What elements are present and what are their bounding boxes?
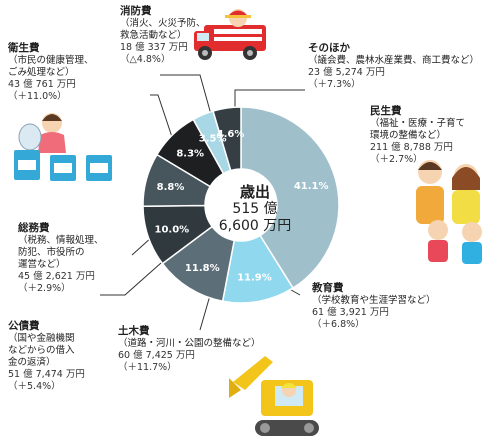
slice-percent-label: 11.8% [185,263,220,274]
chart-center: 歳出 515 億 6,600 万円 [205,183,305,235]
category-desc: （学校教育や生涯学習など） [312,295,436,306]
category-name: そのほか [308,42,350,54]
category-name: 総務費 [18,222,50,234]
leader-line [100,254,171,296]
category-name: 消防費 [120,5,152,17]
category-name: 衛生費 [8,42,40,54]
center-title: 歳出 [239,183,270,201]
category-name: 民生費 [370,105,402,117]
category-desc: （道路・河川・公園の整備など） [118,338,261,349]
category-desc: （市民の健康管理、 ごみ処理など） [8,55,94,78]
category-desc: （国や金融機関 などからの借入 金の返済） [8,333,75,368]
category-desc: （税務、情報処理、 防犯、市役所の 運営など） [18,235,104,270]
category-change: （＋2.9%） [18,283,71,294]
slice-percent-label: 4.6% [217,129,245,140]
leader-line [160,74,213,119]
slice-percent-label: 3.5% [199,134,227,145]
pie-slice [212,106,242,172]
slice-percent-label: 10.0% [155,224,190,235]
excavator-illustration [229,356,319,436]
category-name: 土木費 [118,325,150,337]
label-eisei: 衛生費 （市民の健康管理、 ごみ処理など） 43 億 761 万円 （＋11.0… [8,42,94,103]
label-sonohoka: そのほか （議会費、農林水産業費、商工費など） 23 億 5,274 万円 （＋… [308,42,479,91]
label-somu: 総務費 （税務、情報処理、 防犯、市役所の 運営など） 45 億 2,621 万… [18,222,104,295]
category-amount: 60 億 7,425 万円 [118,350,195,361]
slice-percent-label: 8.3% [176,149,204,160]
category-amount: 61 億 3,921 万円 [312,307,389,318]
category-change: （＋7.3%） [308,79,361,90]
label-doboku: 土木費 （道路・河川・公園の整備など） 60 億 7,425 万円 （＋11.7… [118,325,261,374]
category-change: （＋6.8%） [312,319,365,330]
category-change: （＋2.7%） [370,154,423,165]
category-desc: （議会費、農林水産業費、商工費など） [308,55,480,66]
category-change: （＋11.0%） [8,91,67,102]
slice-percent-label: 41.1% [294,181,329,192]
category-change: （＋11.7%） [118,362,177,373]
category-name: 公債費 [8,320,40,332]
category-amount: 18 億 337 万円 [120,42,188,53]
label-shobo: 消防費 （消火、火災予防、 救急活動など） 18 億 337 万円 （△4.8%… [120,5,206,66]
category-amount: 23 億 5,274 万円 [308,67,385,78]
category-amount: 43 億 761 万円 [8,79,76,90]
category-change: （△4.8%） [120,54,171,65]
garbage-bins-illustration [14,113,112,181]
slice-percent-label: 8.8% [157,182,185,193]
category-desc: （福祉・医療・子育て 環境の整備など） [370,118,466,141]
category-name: 教育費 [312,282,344,294]
category-amount: 211 億 8,788 万円 [370,142,453,153]
slice-percent-label: 11.9% [237,273,272,284]
category-change: （＋5.4%） [8,381,61,392]
category-amount: 51 億 7,474 万円 [8,369,85,380]
label-kyoiku: 教育費 （学校教育や生涯学習など） 61 億 3,921 万円 （＋6.8%） [312,282,436,331]
category-desc: （消火、火災予防、 救急活動など） [120,18,206,41]
family-illustration [416,160,482,264]
fire-truck-illustration [194,9,266,60]
label-minsei: 民生費 （福祉・医療・子育て 環境の整備など） 211 億 8,788 万円 （… [370,105,465,166]
center-value: 515 億 6,600 万円 [218,201,292,234]
category-amount: 45 億 2,621 万円 [18,271,95,282]
label-kosai: 公債費 （国や金融機関 などからの借入 金の返済） 51 億 7,474 万円 … [8,320,85,393]
